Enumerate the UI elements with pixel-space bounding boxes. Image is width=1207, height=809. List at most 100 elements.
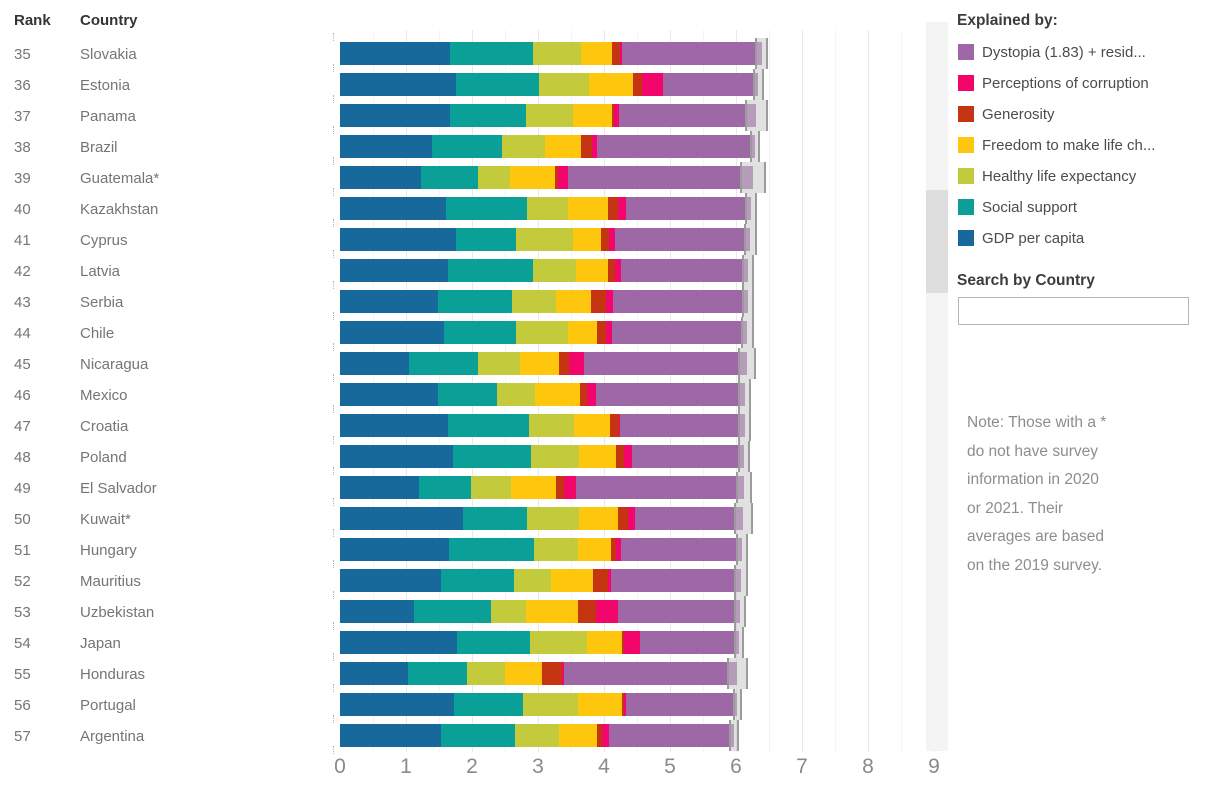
segment-social-support[interactable] bbox=[453, 693, 524, 716]
segment-healthy-life-expectancy[interactable] bbox=[530, 631, 588, 654]
segment-perceptions-of-corruption[interactable] bbox=[619, 414, 621, 437]
segment-dystopia-residual[interactable] bbox=[634, 507, 744, 530]
segment-generosity[interactable] bbox=[617, 507, 628, 530]
bar-row-el-salvador[interactable] bbox=[340, 476, 744, 499]
segment-freedom[interactable] bbox=[545, 135, 581, 158]
segment-gdp-per-capita[interactable] bbox=[340, 197, 447, 220]
segment-freedom[interactable] bbox=[587, 631, 623, 654]
segment-social-support[interactable] bbox=[438, 383, 498, 406]
country-search-input[interactable] bbox=[958, 297, 1189, 325]
segment-dystopia-residual[interactable] bbox=[639, 631, 739, 654]
segment-dystopia-residual[interactable] bbox=[596, 383, 745, 406]
segment-freedom[interactable] bbox=[578, 445, 616, 468]
bar-row-latvia[interactable] bbox=[340, 259, 748, 282]
segment-healthy-life-expectancy[interactable] bbox=[477, 166, 511, 189]
segment-social-support[interactable] bbox=[440, 724, 515, 747]
segment-dystopia-residual[interactable] bbox=[626, 693, 738, 716]
segment-social-support[interactable] bbox=[450, 42, 534, 65]
segment-dystopia-residual[interactable] bbox=[632, 445, 744, 468]
bar-row-poland[interactable] bbox=[340, 445, 744, 468]
bar-row-slovakia[interactable] bbox=[340, 42, 762, 65]
segment-gdp-per-capita[interactable] bbox=[340, 290, 438, 313]
segment-freedom[interactable] bbox=[576, 259, 608, 282]
segment-generosity[interactable] bbox=[592, 569, 608, 592]
segment-generosity[interactable] bbox=[622, 631, 624, 654]
segment-healthy-life-expectancy[interactable] bbox=[530, 445, 579, 468]
segment-freedom[interactable] bbox=[578, 507, 618, 530]
segment-perceptions-of-corruption[interactable] bbox=[627, 507, 635, 530]
segment-generosity[interactable] bbox=[611, 104, 614, 127]
segment-social-support[interactable] bbox=[413, 600, 492, 623]
segment-healthy-life-expectancy[interactable] bbox=[529, 414, 575, 437]
legend-item-freedom[interactable]: Freedom to make life ch... bbox=[958, 137, 1188, 154]
segment-dystopia-residual[interactable] bbox=[614, 228, 751, 251]
segment-perceptions-of-corruption[interactable] bbox=[601, 724, 610, 747]
bar-row-kazakhstan[interactable] bbox=[340, 197, 752, 220]
segment-generosity[interactable] bbox=[633, 73, 642, 96]
bar-row-japan[interactable] bbox=[340, 631, 739, 654]
segment-gdp-per-capita[interactable] bbox=[340, 383, 439, 406]
segment-social-support[interactable] bbox=[447, 259, 533, 282]
legend-item-generosity[interactable]: Generosity bbox=[958, 106, 1188, 123]
segment-dystopia-residual[interactable] bbox=[612, 290, 748, 313]
segment-freedom[interactable] bbox=[572, 104, 612, 127]
segment-freedom[interactable] bbox=[567, 321, 598, 344]
segment-generosity[interactable] bbox=[609, 414, 620, 437]
bar-row-cyprus[interactable] bbox=[340, 228, 751, 251]
segment-perceptions-of-corruption[interactable] bbox=[605, 321, 612, 344]
segment-gdp-per-capita[interactable] bbox=[340, 104, 450, 127]
segment-healthy-life-expectancy[interactable] bbox=[514, 569, 552, 592]
segment-gdp-per-capita[interactable] bbox=[340, 321, 445, 344]
segment-gdp-per-capita[interactable] bbox=[340, 600, 414, 623]
segment-dystopia-residual[interactable] bbox=[611, 321, 748, 344]
segment-freedom[interactable] bbox=[519, 352, 560, 375]
bar-row-nicaragua[interactable] bbox=[340, 352, 748, 375]
segment-dystopia-residual[interactable] bbox=[611, 569, 741, 592]
segment-healthy-life-expectancy[interactable] bbox=[471, 476, 511, 499]
segment-social-support[interactable] bbox=[421, 166, 478, 189]
bar-row-mexico[interactable] bbox=[340, 383, 745, 406]
segment-generosity[interactable] bbox=[541, 662, 562, 685]
segment-gdp-per-capita[interactable] bbox=[340, 662, 408, 685]
segment-gdp-per-capita[interactable] bbox=[340, 135, 433, 158]
segment-perceptions-of-corruption[interactable] bbox=[613, 104, 620, 127]
segment-social-support[interactable] bbox=[444, 321, 516, 344]
segment-perceptions-of-corruption[interactable] bbox=[607, 569, 612, 592]
bar-row-uzbekistan[interactable] bbox=[340, 600, 740, 623]
segment-generosity[interactable] bbox=[555, 476, 565, 499]
segment-gdp-per-capita[interactable] bbox=[340, 693, 454, 716]
segment-freedom[interactable] bbox=[580, 42, 612, 65]
segment-perceptions-of-corruption[interactable] bbox=[623, 631, 640, 654]
segment-freedom[interactable] bbox=[574, 414, 610, 437]
segment-freedom[interactable] bbox=[577, 693, 622, 716]
bar-row-panama[interactable] bbox=[340, 104, 757, 127]
segment-dystopia-residual[interactable] bbox=[576, 476, 744, 499]
segment-dystopia-residual[interactable] bbox=[596, 135, 756, 158]
segment-dystopia-residual[interactable] bbox=[619, 104, 757, 127]
segment-gdp-per-capita[interactable] bbox=[340, 42, 451, 65]
segment-dystopia-residual[interactable] bbox=[609, 724, 734, 747]
chart-scrollbar-thumb[interactable] bbox=[926, 190, 948, 293]
bar-row-chile[interactable] bbox=[340, 321, 748, 344]
bar-row-hungary[interactable] bbox=[340, 538, 742, 561]
segment-social-support[interactable] bbox=[407, 662, 468, 685]
segment-generosity[interactable] bbox=[559, 352, 569, 375]
segment-healthy-life-expectancy[interactable] bbox=[512, 290, 557, 313]
segment-social-support[interactable] bbox=[456, 228, 517, 251]
segment-social-support[interactable] bbox=[462, 507, 528, 530]
segment-gdp-per-capita[interactable] bbox=[340, 631, 457, 654]
segment-gdp-per-capita[interactable] bbox=[340, 445, 453, 468]
segment-generosity[interactable] bbox=[591, 290, 606, 313]
segment-generosity[interactable] bbox=[621, 693, 624, 716]
bar-row-croatia[interactable] bbox=[340, 414, 745, 437]
segment-perceptions-of-corruption[interactable] bbox=[605, 290, 613, 313]
segment-generosity[interactable] bbox=[607, 197, 618, 220]
chart-scrollbar-track[interactable] bbox=[926, 22, 948, 751]
segment-freedom[interactable] bbox=[526, 600, 578, 623]
segment-generosity[interactable] bbox=[611, 538, 616, 561]
segment-gdp-per-capita[interactable] bbox=[340, 724, 441, 747]
segment-freedom[interactable] bbox=[572, 228, 602, 251]
legend-item-gdp-per-capita[interactable]: GDP per capita bbox=[958, 230, 1188, 247]
segment-healthy-life-expectancy[interactable] bbox=[539, 73, 590, 96]
segment-perceptions-of-corruption[interactable] bbox=[564, 476, 577, 499]
